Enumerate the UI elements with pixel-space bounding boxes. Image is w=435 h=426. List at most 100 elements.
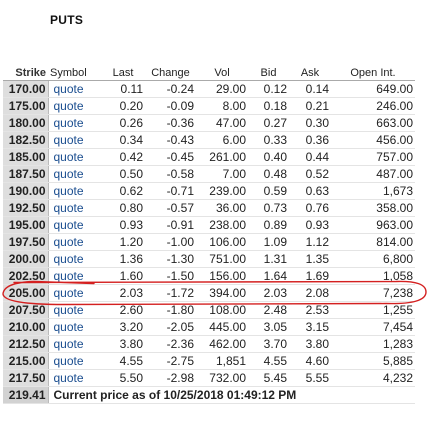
table-row: 187.50 quote 0.50 -0.58 7.00 0.48 0.52 487.00 [3,165,415,183]
vol-cell: 47.00 [196,114,248,132]
ask-cell: 0.52 [289,165,331,183]
vol-cell: 238.00 [196,216,248,234]
table-row: 197.50 quote 1.20 -1.00 106.00 1.09 1.12 814.00 [3,233,415,251]
change-cell: -0.58 [145,165,196,183]
quote-link[interactable]: quote [48,318,101,336]
last-cell: 0.62 [101,182,145,200]
strike-cell: 195.00 [3,216,49,234]
open-int-cell: 487.00 [331,165,415,183]
table-row: 215.00 quote 4.55 -2.75 1,851 4.55 4.60 5,885 [3,352,415,370]
page-title: PUTS [50,13,84,27]
table-row: 180.00 quote 0.26 -0.36 47.00 0.27 0.30 663.00 [3,114,415,132]
last-cell: 5.50 [101,369,145,387]
last-cell: 2.60 [101,301,145,319]
vol-cell: 445.00 [196,318,248,336]
strike-cell: 187.50 [3,165,49,183]
vol-cell: 261.00 [196,148,248,166]
table-row: 175.00 quote 0.20 -0.09 8.00 0.18 0.21 246.00 [3,97,415,115]
strike-cell: 180.00 [3,114,49,132]
last-cell: 3.80 [101,335,145,353]
last-cell: 1.60 [101,267,145,285]
last-cell: 0.26 [101,114,145,132]
quote-link[interactable]: quote [48,148,101,166]
vol-cell: 7.00 [196,165,248,183]
quote-link[interactable]: quote [48,250,101,268]
open-int-cell: 7,454 [331,318,415,336]
last-cell: 0.34 [101,131,145,149]
strike-cell: 197.50 [3,233,49,251]
ask-cell: 1.69 [289,267,331,285]
ask-cell: 2.08 [289,284,331,302]
ask-cell: 4.60 [289,352,331,370]
change-cell: -0.45 [145,148,196,166]
strike-cell: 212.50 [3,335,49,353]
quote-link[interactable]: quote [48,114,101,132]
ask-cell: 0.93 [289,216,331,234]
quote-link[interactable]: quote [48,165,101,183]
strike-cell: 200.00 [3,250,49,268]
column-header-symbol: Symbol [48,66,101,81]
strike-cell: 190.00 [3,182,49,200]
change-cell: -0.91 [145,216,196,234]
strike-cell: 170.00 [3,80,49,98]
ask-cell: 2.53 [289,301,331,319]
vol-cell: 732.00 [196,369,248,387]
bid-cell: 1.09 [248,233,289,251]
last-cell: 2.03 [101,284,145,302]
quote-link[interactable]: quote [48,233,101,251]
ask-cell: 1.12 [289,233,331,251]
puts-table: Strike Symbol Last Change Vol Bid Ask Op… [3,66,415,404]
quote-link[interactable]: quote [48,369,101,387]
quote-link[interactable]: quote [48,97,101,115]
quote-link[interactable]: quote [48,131,101,149]
table-row: 190.00 quote 0.62 -0.71 239.00 0.59 0.63 1,673 [3,182,415,200]
bid-cell: 5.45 [248,369,289,387]
bid-cell: 0.12 [248,80,289,98]
bid-cell: 0.40 [248,148,289,166]
table-row-highlighted: 205.00 quote 2.03 -1.72 394.00 2.03 2.08 7,238 [3,284,415,302]
bid-cell: 0.73 [248,199,289,217]
quote-link[interactable]: quote [48,216,101,234]
table-row: 210.00 quote 3.20 -2.05 445.00 3.05 3.15 7,454 [3,318,415,336]
open-int-cell: 6,800 [331,250,415,268]
quote-link[interactable]: quote [48,335,101,353]
table-row: 200.00 quote 1.36 -1.30 751.00 1.31 1.35 6,800 [3,250,415,268]
table-row: 207.50 quote 2.60 -1.80 108.00 2.48 2.53 1,255 [3,301,415,319]
ask-cell: 0.76 [289,199,331,217]
column-header-open-int: Open Int. [331,66,415,81]
bid-cell: 2.03 [248,284,289,302]
open-int-cell: 1,255 [331,301,415,319]
quote-link[interactable]: quote [48,284,101,302]
change-cell: -2.98 [145,369,196,387]
strike-cell: 205.00 [3,284,49,302]
table-row: 185.00 quote 0.42 -0.45 261.00 0.40 0.44 757.00 [3,148,415,166]
bid-cell: 1.64 [248,267,289,285]
column-header-ask: Ask [289,66,331,81]
bid-cell: 4.55 [248,352,289,370]
quote-link[interactable]: quote [48,267,101,285]
quote-link[interactable]: quote [48,80,101,98]
change-cell: -0.57 [145,199,196,217]
quote-link[interactable]: quote [48,301,101,319]
last-cell: 3.20 [101,318,145,336]
table-row: 182.50 quote 0.34 -0.43 6.00 0.33 0.36 456.00 [3,131,415,149]
change-cell: -1.50 [145,267,196,285]
vol-cell: 29.00 [196,80,248,98]
table-row: 170.00 quote 0.11 -0.24 29.00 0.12 0.14 649.00 [3,80,415,98]
bid-cell: 2.48 [248,301,289,319]
last-cell: 1.36 [101,250,145,268]
current-price-label: Current price as of 10/25/2018 01:49:12 … [48,386,415,404]
strike-cell: 202.50 [3,267,49,285]
bid-cell: 3.05 [248,318,289,336]
column-header-change: Change [145,66,196,81]
table-row: 212.50 quote 3.80 -2.36 462.00 3.70 3.80 1,283 [3,335,415,353]
table-row: 192.50 quote 0.80 -0.57 36.00 0.73 0.76 358.00 [3,199,415,217]
quote-link[interactable]: quote [48,352,101,370]
open-int-cell: 1,673 [331,182,415,200]
vol-cell: 1,851 [196,352,248,370]
quote-link[interactable]: quote [48,182,101,200]
open-int-cell: 757.00 [331,148,415,166]
ask-cell: 5.55 [289,369,331,387]
strike-cell: 175.00 [3,97,49,115]
quote-link[interactable]: quote [48,199,101,217]
